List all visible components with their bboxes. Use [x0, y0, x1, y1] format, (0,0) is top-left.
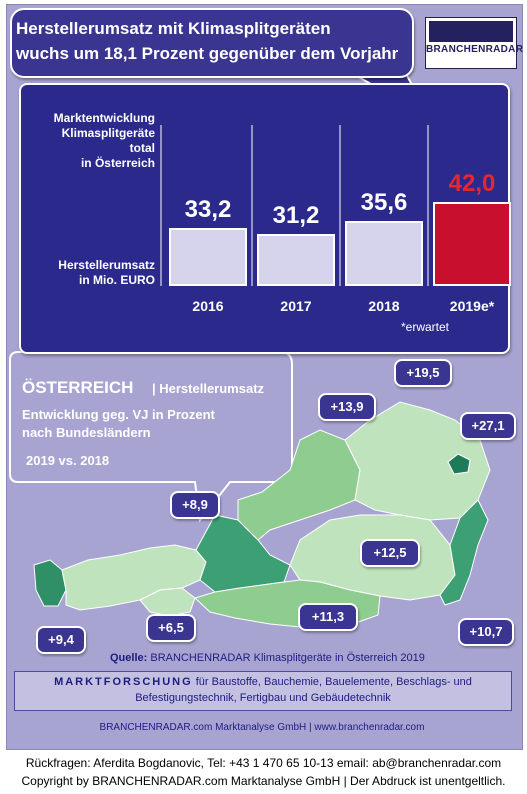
logo-band: [429, 21, 513, 42]
headline-line-1: Herstellerumsatz mit Klimasplitgeräten: [16, 19, 331, 38]
marktforschung-box: MARKTFORSCHUNG für Baustoffe, Bauchemie,…: [14, 671, 512, 711]
marktforschung-rest: für Baustoffe, Bauchemie, Bauelemente, B…: [192, 676, 472, 688]
map-description-line: Entwicklung geg. VJ in Prozent: [22, 407, 215, 422]
chart-box: Marktentwicklung Klimasplitgeräte total …: [19, 83, 511, 354]
chart-title-line: in Österreich: [80, 156, 155, 170]
chart-gridlines: [160, 125, 429, 286]
bar: [257, 234, 335, 286]
marktforschung-line-1: MARKTFORSCHUNG für Baustoffe, Bauchemie,…: [15, 676, 511, 688]
data-label: 33,2: [184, 196, 232, 223]
map-description-line: nach Bundesländern: [22, 425, 151, 440]
map-description: Entwicklung geg. VJ in Prozent nach Bund…: [22, 406, 282, 442]
region-burgenland: [439, 499, 489, 606]
headline: Herstellerumsatz mit Klimasplitgeräten w…: [16, 16, 406, 66]
data-label: 42,0: [448, 170, 496, 197]
chart-note: *erwartet: [401, 320, 450, 334]
callout-burgenland: +10,7: [458, 618, 514, 646]
contact-line: Rückfragen: Aferdita Bogdanovic, Tel: +4…: [25, 756, 502, 770]
map-title: ÖSTERREICH: [22, 378, 134, 397]
callout-kaernten: +11,3: [298, 603, 358, 631]
map-period: 2019 vs. 2018: [26, 453, 110, 468]
region-vorarlberg: [33, 559, 67, 607]
marktforschung-line-2: Befestigungstechnik, Fertigbau und Gebäu…: [135, 692, 391, 704]
data-label: 35,6: [360, 189, 408, 216]
chart-title: Marktentwicklung Klimasplitgeräte total …: [27, 111, 155, 171]
source-text: BRANCHENRADAR Klimasplitgeräte in Österr…: [147, 652, 425, 664]
map-subtitle: | Herstellerumsatz: [152, 381, 265, 396]
bar: [345, 221, 423, 286]
x-tick-label: 2017: [280, 298, 312, 314]
copyright-line: Copyright by BRANCHENRADAR.com Marktanal…: [21, 774, 506, 788]
chart-title-line: total: [129, 141, 155, 155]
x-tick-label: 2019e*: [449, 298, 495, 314]
callout-niederoesterreich: +19,5: [394, 359, 452, 387]
callout-wien: +27,1: [460, 412, 516, 440]
headline-bubble: [10, 8, 414, 78]
callout-vorarlberg: +9,4: [36, 626, 86, 654]
region-tirol: [61, 544, 207, 611]
y-axis-label-line: in Mio. EURO: [79, 273, 155, 287]
bar: [169, 228, 247, 286]
source-prefix: Quelle:: [110, 652, 148, 664]
chart-title-line: Marktentwicklung: [53, 111, 155, 125]
y-axis-label-line: Herstellerumsatz: [58, 258, 155, 272]
x-tick-label: 2016: [192, 298, 224, 314]
region-wien: [447, 453, 471, 475]
data-label: 31,2: [272, 202, 320, 229]
y-axis-label: Herstellerumsatz in Mio. EURO: [27, 258, 155, 288]
callout-steiermark: +12,5: [360, 539, 420, 567]
callout-salzburg: +8,9: [170, 491, 220, 519]
marktforschung-bold: MARKTFORSCHUNG: [54, 676, 193, 688]
headline-line-2: wuchs um 18,1 Prozent gegenüber dem Vorj…: [16, 44, 399, 63]
footer: BRANCHENRADAR.com Marktanalyse GmbH | ww…: [99, 722, 425, 733]
callout-oberoesterreich: +13,9: [318, 393, 376, 421]
x-tick-label: 2018: [368, 298, 400, 314]
branchenradar-logo: BRANCHENRADAR: [425, 17, 524, 69]
chart-title-line: Klimasplitgeräte: [61, 126, 155, 140]
source-line: Quelle: BRANCHENRADAR Klimasplitgeräte i…: [110, 652, 425, 664]
bar: [433, 202, 511, 286]
logo-text: BRANCHENRADAR: [426, 44, 524, 55]
region-osttirol: [139, 587, 196, 617]
callout-tirol: +6,5: [146, 614, 196, 642]
